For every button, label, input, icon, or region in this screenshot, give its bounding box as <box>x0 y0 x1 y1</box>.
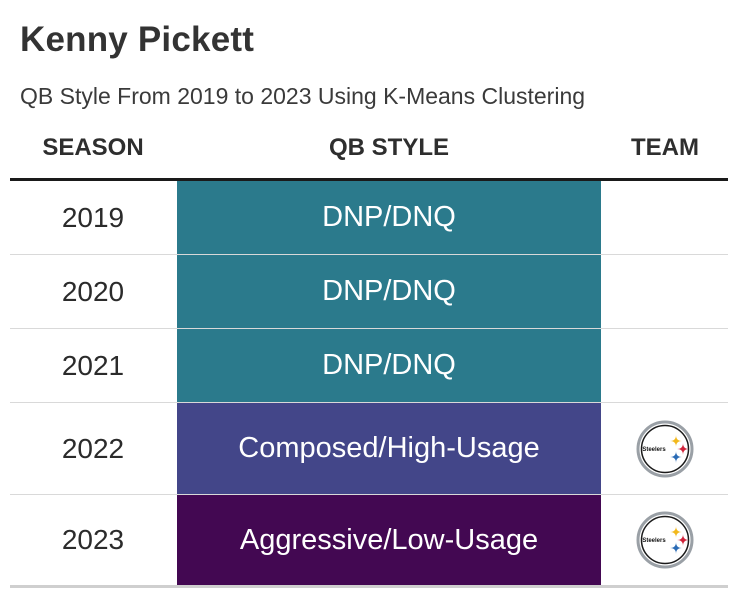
season-cell: 2022 <box>61 432 125 464</box>
chart-title: Kenny Pickett <box>20 20 255 59</box>
qb-style-cell: DNP/DNQ <box>177 329 601 402</box>
steelers-wordmark: Steelers <box>642 538 666 544</box>
season-cell: 2023 <box>61 524 125 555</box>
row-divider <box>10 494 728 495</box>
header-rule <box>10 178 728 181</box>
season-cell: 2020 <box>61 275 125 307</box>
steelers-wordmark: Steelers <box>642 447 666 453</box>
team-cell: Steelers <box>602 403 728 494</box>
column-header-qb-style: QB STYLE <box>328 134 449 161</box>
table-row: 2020 DNP/DNQ <box>10 255 728 328</box>
row-divider <box>10 402 728 403</box>
table-row: 2023 Aggressive/Low-Usage Steelers <box>10 495 728 585</box>
column-header-season: SEASON <box>42 134 144 161</box>
season-cell: 2019 <box>61 201 125 233</box>
steelers-logo-icon: Steelers <box>636 511 694 569</box>
chart-subtitle: QB Style From 2019 to 2023 Using K-Means… <box>20 83 586 109</box>
column-header-team: TEAM <box>631 134 699 161</box>
qb-style-cell: Aggressive/Low-Usage <box>177 495 601 585</box>
team-cell <box>602 329 728 402</box>
team-cell <box>602 255 728 328</box>
qb-style-cell: DNP/DNQ <box>177 181 601 254</box>
qb-style-cell: DNP/DNQ <box>177 255 601 328</box>
table-row: 2019 DNP/DNQ <box>10 181 728 254</box>
qb-style-cell: Composed/High-Usage <box>177 403 601 494</box>
steelers-logo-icon: Steelers <box>636 420 694 477</box>
table-row: 2021 DNP/DNQ <box>10 329 728 402</box>
team-cell <box>602 181 728 254</box>
team-cell: Steelers <box>602 495 728 585</box>
row-divider <box>10 328 728 329</box>
table-row: 2022 Composed/High-Usage Steelers <box>10 403 728 494</box>
season-cell: 2021 <box>61 349 125 381</box>
table-bottom-rule <box>10 585 728 588</box>
row-divider <box>10 254 728 255</box>
